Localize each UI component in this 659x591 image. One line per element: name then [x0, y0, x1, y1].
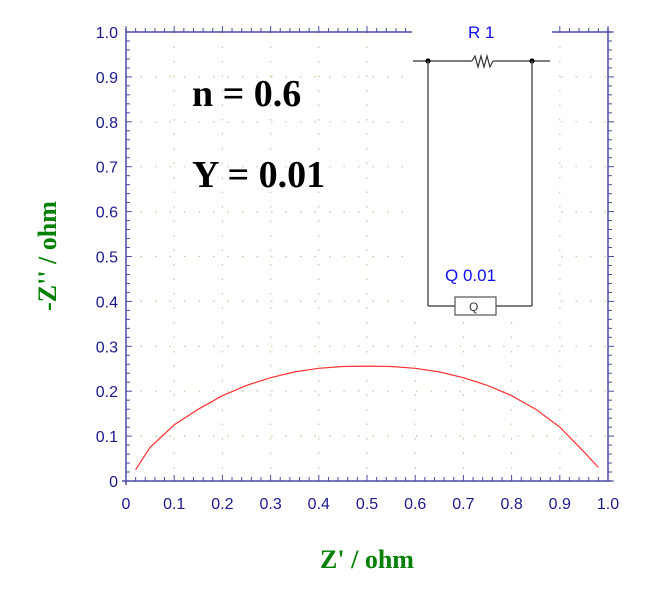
x-tick-label: 0.3: [259, 496, 281, 513]
resistor-label: R 1: [468, 23, 494, 42]
x-tick-label: 0.2: [211, 496, 233, 513]
x-tick-label: 0.4: [308, 496, 330, 513]
x-tick-label: 0.1: [163, 496, 185, 513]
cpe-symbol: Q: [469, 300, 478, 314]
y-tick-label: 0.5: [96, 250, 118, 267]
y-tick-label: 0.7: [96, 160, 118, 177]
resistor-icon: [471, 53, 494, 70]
y-tick-label: 0.2: [96, 384, 118, 401]
x-axis-ticks: 0 0.1 0.2 0.3 0.4 0.5 0.6 0.7 0.8 0.9 1.0: [122, 496, 620, 513]
x-tick-label: 0.9: [549, 496, 571, 513]
y-tick-label: 0.8: [96, 115, 118, 132]
y-tick-label: 0: [109, 474, 118, 491]
x-axis-title: Z' / ohm: [320, 545, 414, 574]
equivalent-circuit: R 1 Q Q 0.01: [412, 8, 552, 320]
y-tick-label: 0.6: [96, 205, 118, 222]
x-tick-label: 0.5: [356, 496, 378, 513]
x-tick-label: 1.0: [597, 496, 619, 513]
x-tick-label: 0: [122, 496, 131, 513]
x-tick-label: 0.6: [404, 496, 426, 513]
annotation-y: Y = 0.01: [192, 154, 325, 196]
y-axis-title: -Z'' / ohm: [33, 201, 62, 311]
y-tick-label: 0.1: [96, 429, 118, 446]
annotation-n: n = 0.6: [192, 73, 301, 115]
cpe-label: Q 0.01: [445, 266, 496, 285]
cpe-element-icon: [454, 296, 497, 316]
y-tick-label: 0.3: [96, 339, 118, 356]
x-tick-label: 0.8: [500, 496, 522, 513]
y-tick-label: 1.0: [96, 25, 118, 42]
y-axis-ticks: 0 0.1 0.2 0.3 0.4 0.5 0.6 0.7 0.8 0.9 1.0: [96, 25, 118, 491]
y-tick-label: 0.9: [96, 70, 118, 87]
data-series-curve: [135, 365, 599, 471]
x-tick-label: 0.7: [452, 496, 474, 513]
y-tick-label: 0.4: [96, 294, 118, 311]
